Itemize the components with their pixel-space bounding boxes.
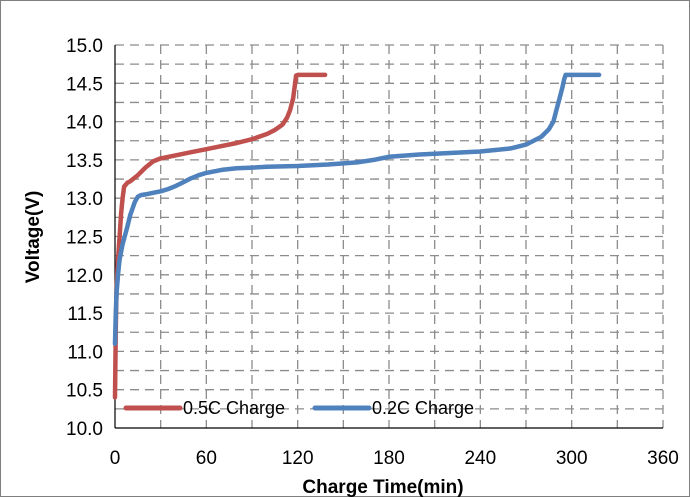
series-line-0.5c (112, 72, 328, 400)
x-tick-labels: 0 60 120 180 240 300 360 (110, 448, 679, 469)
y-tick-label: 11.5 (67, 304, 103, 325)
y-tick-label: 12.5 (66, 228, 103, 249)
x-tick-label: 360 (647, 448, 679, 469)
x-tick-label: 0 (110, 448, 121, 469)
series-lines (112, 72, 602, 400)
grid (115, 44, 664, 428)
y-tick-label: 14.0 (66, 113, 103, 134)
y-tick-label: 13.5 (66, 151, 103, 172)
y-tick-label: 14.5 (66, 74, 103, 95)
x-tick-label: 300 (556, 448, 588, 469)
legend: 0.5C Charge 0.2C Charge (123, 398, 474, 418)
y-tick-label: 15.0 (66, 36, 103, 57)
x-tick-label: 120 (282, 448, 314, 469)
y-tick-label: 10.0 (66, 419, 103, 440)
y-tick-label: 11.0 (67, 342, 103, 363)
x-axis-title: Charge Time(min) (302, 477, 463, 497)
y-tick-label: 12.0 (66, 266, 103, 287)
x-tick-label: 180 (373, 448, 405, 469)
y-tick-label: 10.5 (66, 381, 103, 402)
x-tick-label: 240 (464, 448, 496, 469)
x-tick-label: 60 (196, 448, 217, 469)
y-tick-label: 13.0 (66, 189, 103, 210)
legend-label-0.2c: 0.2C Charge (372, 398, 474, 418)
y-axis-title: Voltage(V) (23, 191, 44, 284)
legend-label-0.5c: 0.5C Charge (183, 398, 285, 418)
series-line-0.2c (112, 72, 602, 346)
y-tick-labels: 10.0 10.5 11.0 11.5 12.0 12.5 13.0 13.5 14.0 14.5… (66, 36, 103, 440)
